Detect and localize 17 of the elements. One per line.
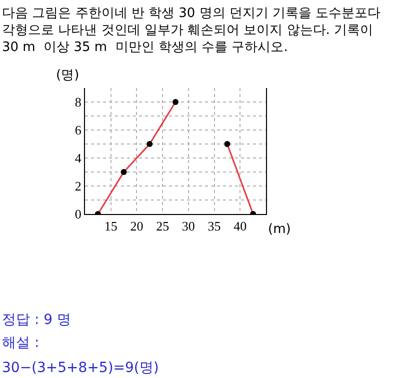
text: 30−(3+5+8+5)=9(명) (2, 360, 159, 376)
x-tick-label: 30 (182, 218, 195, 234)
text: 해설 : (2, 335, 40, 351)
x-tick-label: 25 (156, 218, 170, 234)
text: 정답 : 9 명 (2, 312, 71, 328)
x-tick-label: 35 (208, 218, 221, 234)
x-tick-label: 40 (234, 218, 247, 234)
y-tick-label: 8 (74, 94, 82, 110)
x-tick-label: 15 (104, 218, 118, 234)
chart-title: 다음 그림은 주한이네 반 학생 30 명의 던지기 기록을 도수분포다 각형으로 나타낸 것인데 일부가 훼손되어 보이지 않는다. 기록이 30 m 이상 35 m 미만인 학생의 수를 구하시오. (2, 6, 381, 55)
x-axis-title: (m) (268, 222, 291, 237)
x-tick-label: 20 (130, 218, 144, 234)
y-tick-label: 4 (74, 150, 82, 166)
y-tick-label: 2 (74, 178, 82, 194)
y-tick-label: 0 (74, 206, 82, 222)
y-axis-title: (명) (56, 68, 80, 83)
y-tick-label: 6 (74, 122, 82, 138)
